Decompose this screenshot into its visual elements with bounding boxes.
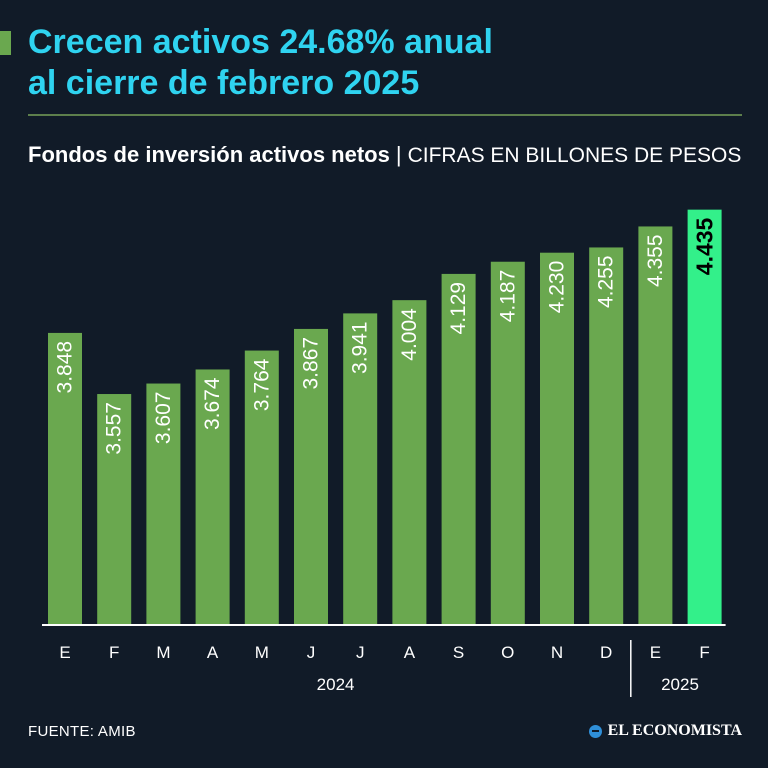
chart-title: Fondos de inversión activos netos — [28, 142, 390, 167]
bar — [244, 350, 279, 624]
bar — [540, 252, 574, 624]
subtitle-separator: | — [395, 142, 402, 167]
data-label: 3.557 — [103, 402, 126, 455]
data-label: 4.187 — [496, 270, 519, 323]
x-tick-label: F — [109, 643, 119, 662]
bar — [589, 247, 624, 624]
headline-line-2: al cierre de febrero 2025 — [28, 64, 420, 102]
data-label: 4.129 — [447, 282, 470, 335]
units-label: CIFRAS EN BILLONES DE PESOS — [407, 144, 742, 167]
x-tick-label: E — [59, 643, 70, 662]
source-note: FUENTE: AMIB — [28, 723, 136, 740]
headline: Crecen activos 24.68% anual al cierre de… — [28, 22, 748, 104]
x-tick-label: F — [699, 643, 709, 662]
data-label: 3.607 — [152, 392, 175, 445]
bar — [687, 209, 722, 624]
data-label: 3.764 — [250, 358, 273, 411]
bar — [441, 273, 476, 624]
x-tick-label: O — [501, 643, 514, 662]
data-label: 3.848 — [54, 341, 77, 394]
bar — [343, 313, 378, 624]
bar — [97, 394, 132, 624]
data-label: 4.230 — [546, 261, 569, 314]
bar — [146, 383, 181, 624]
bar — [48, 332, 82, 624]
x-tick-label: M — [156, 643, 170, 662]
x-tick-label: E — [650, 643, 661, 662]
bar — [638, 226, 673, 624]
bar — [392, 300, 427, 624]
data-label: 3.941 — [349, 321, 372, 374]
x-tick-label: A — [207, 643, 219, 662]
data-label: 4.255 — [595, 255, 618, 308]
data-label: 4.004 — [398, 308, 421, 361]
brand-logo: EL ECONOMISTA — [588, 722, 742, 740]
data-label: 4.355 — [644, 234, 667, 287]
headline-line-1: Crecen activos 24.68% anual — [28, 23, 493, 61]
data-label: 4.435 — [692, 217, 718, 275]
x-tick-label: J — [356, 643, 365, 662]
headline-accent-bar — [0, 31, 11, 55]
data-label: 3.867 — [300, 337, 323, 390]
year-label: 2024 — [317, 675, 355, 694]
x-tick-label: A — [404, 643, 416, 662]
brand-name: EL ECONOMISTA — [607, 722, 742, 739]
chart-subtitle: Fondos de inversión activos netos | CIFRAS… — [28, 140, 748, 171]
bar — [294, 328, 328, 624]
x-tick-label: S — [453, 643, 464, 662]
x-tick-label: D — [600, 643, 612, 662]
bar — [195, 369, 230, 624]
divider — [28, 114, 742, 116]
x-tick-label: M — [255, 643, 269, 662]
x-tick-label: J — [307, 643, 316, 662]
brand-icon — [588, 724, 602, 738]
bar — [490, 261, 525, 624]
x-tick-label: N — [551, 643, 563, 662]
year-label: 2025 — [661, 675, 699, 694]
data-label: 3.674 — [201, 377, 224, 430]
